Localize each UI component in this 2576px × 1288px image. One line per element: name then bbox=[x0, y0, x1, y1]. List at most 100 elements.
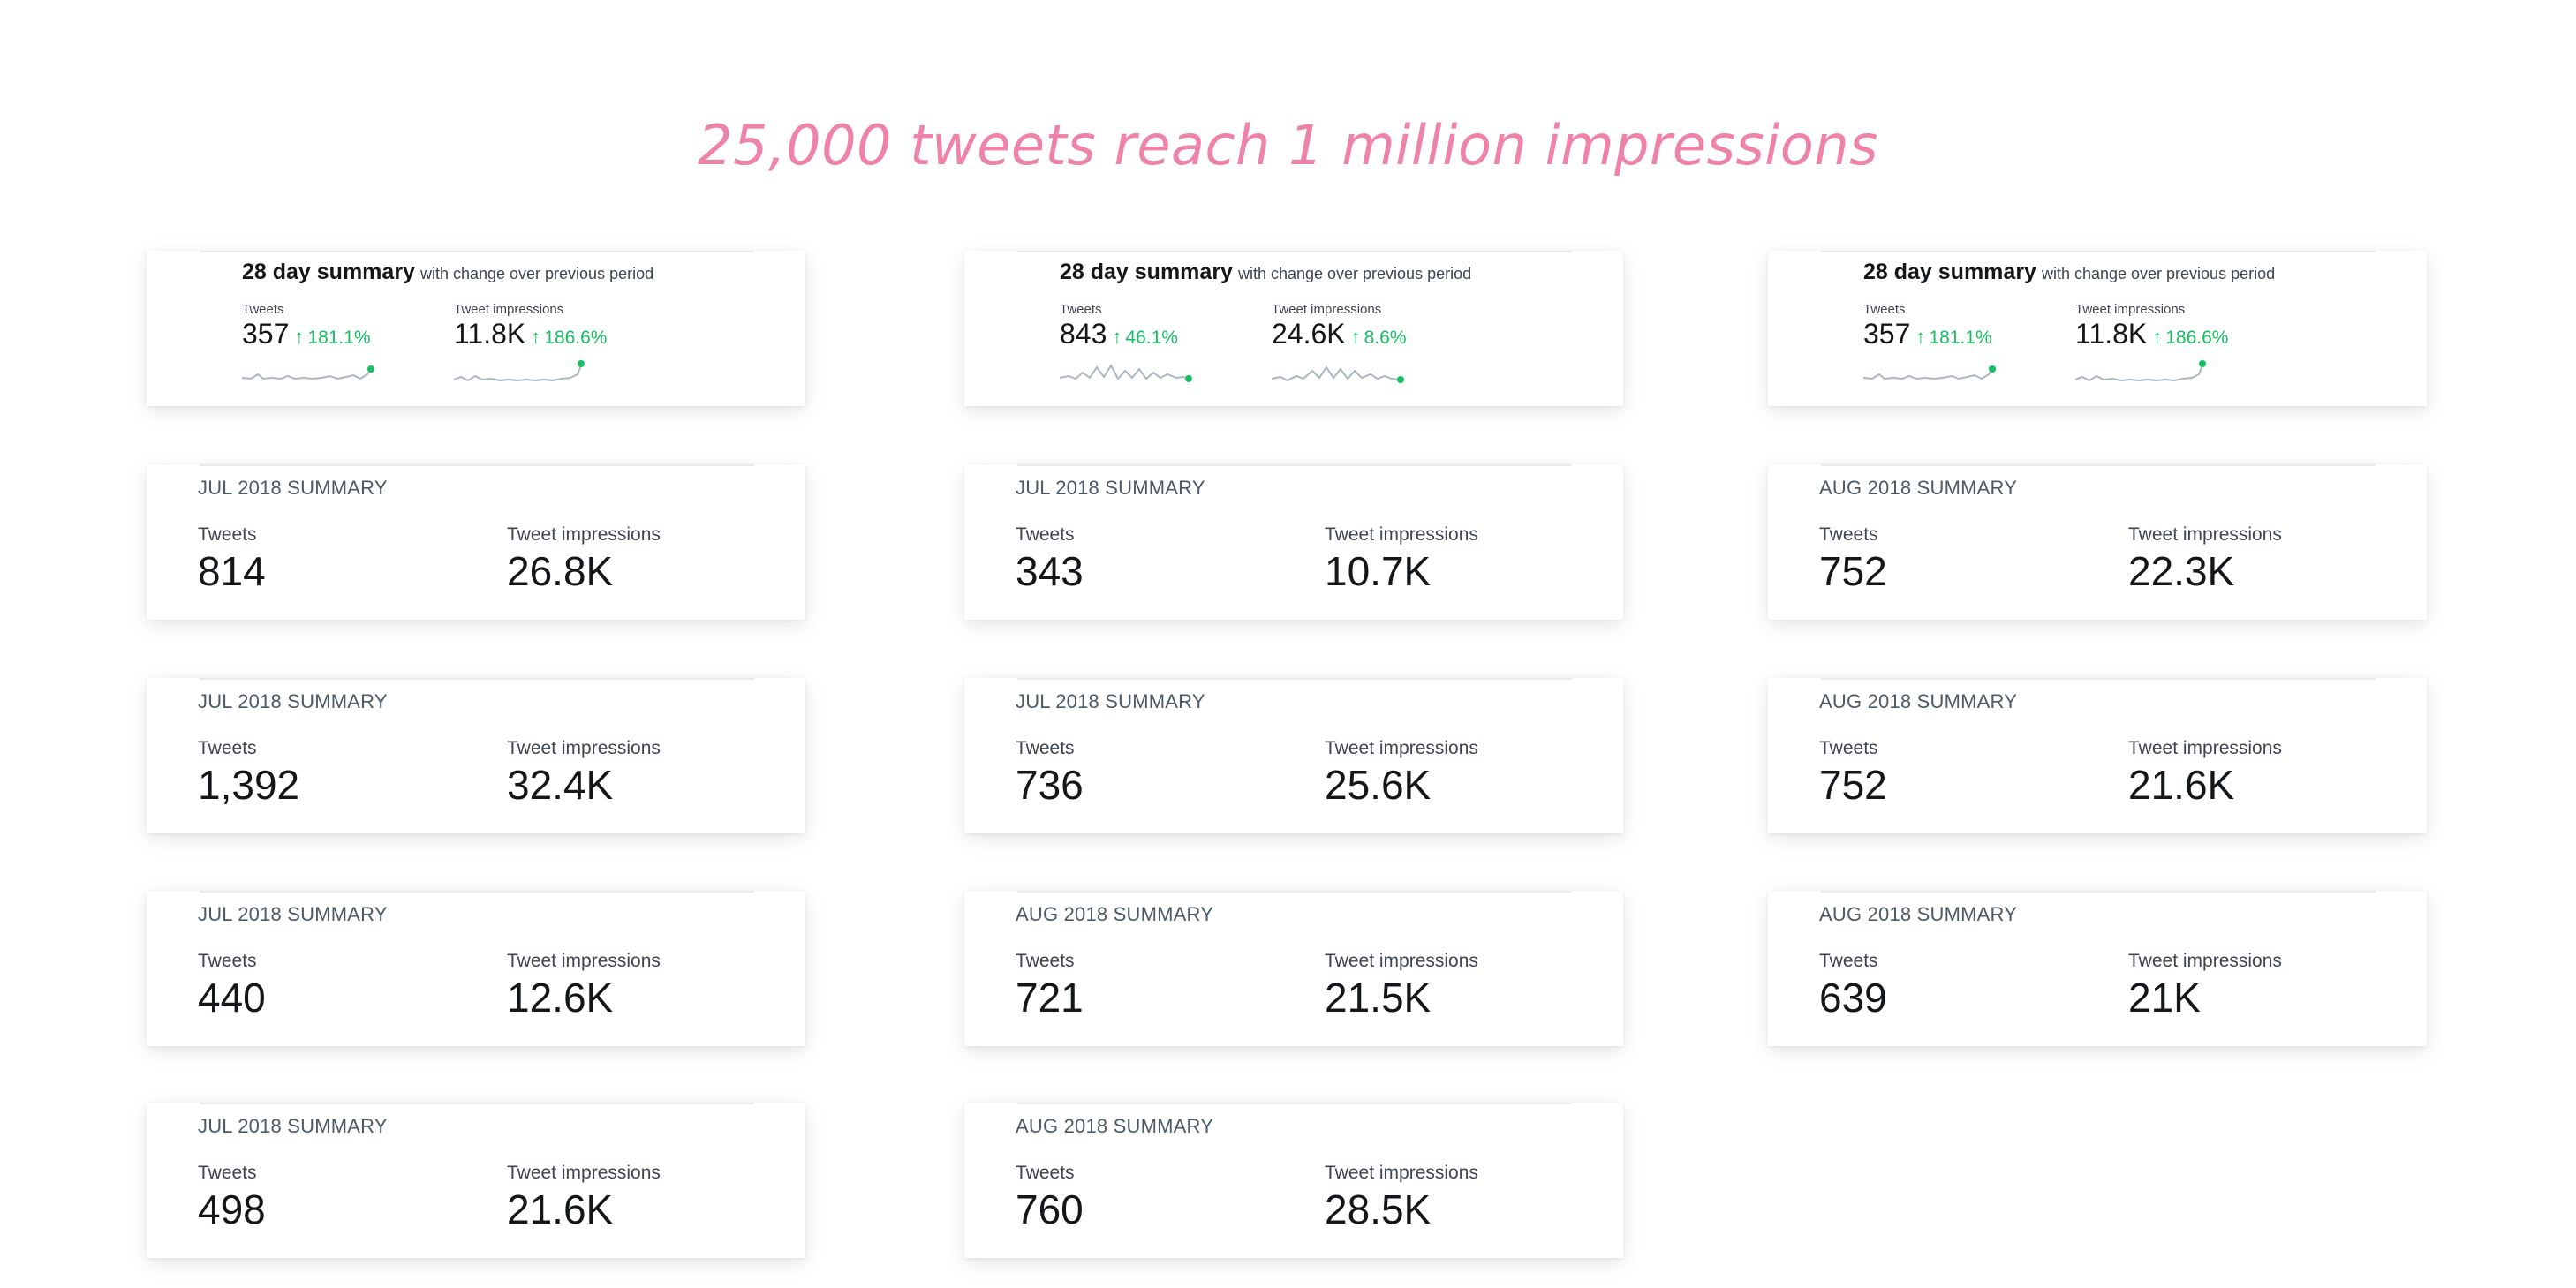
monthly-summary-card: JUL 2018 SUMMARY Tweets 1,392 Tweet impr… bbox=[147, 678, 805, 833]
impressions-value: 26.8K bbox=[507, 548, 614, 594]
arrow-up-icon: ↑ bbox=[531, 326, 541, 348]
impressions-change: 186.6% bbox=[544, 328, 608, 348]
arrow-up-icon: ↑ bbox=[1112, 326, 1122, 348]
tweets-change: 181.1% bbox=[307, 328, 371, 348]
summary-card-28day: 28 day summary with change over previous … bbox=[1768, 251, 2427, 406]
arrow-up-icon: ↑ bbox=[1350, 326, 1361, 348]
card-divider bbox=[1017, 891, 1572, 893]
card-divider bbox=[1017, 1103, 1572, 1104]
impressions-sparkline bbox=[2075, 360, 2206, 382]
monthly-summary-card: AUG 2018 SUMMARY Tweets 752 Tweet impres… bbox=[1768, 464, 2427, 620]
impressions-label: Tweet impressions bbox=[2128, 524, 2282, 545]
impressions-label: Tweet impressions bbox=[507, 1163, 661, 1183]
monthly-summary-card: JUL 2018 SUMMARY Tweets 736 Tweet impres… bbox=[964, 678, 1623, 833]
month-summary-title: AUG 2018 SUMMARY bbox=[1819, 903, 2018, 925]
month-summary-title: AUG 2018 SUMMARY bbox=[1016, 1115, 1214, 1137]
card-divider bbox=[200, 678, 754, 680]
impressions-value: 11.8K ↑ 186.6% bbox=[454, 318, 608, 350]
month-summary-title: JUL 2018 SUMMARY bbox=[198, 1115, 388, 1137]
impressions-value: 21.5K bbox=[1325, 975, 1432, 1021]
summary-subtitle: with change over previous period bbox=[419, 265, 654, 282]
tweets-value: 843 ↑ 46.1% bbox=[1060, 318, 1178, 350]
summary-title: 28 day summary with change over previous … bbox=[242, 260, 654, 284]
monthly-summary-card: JUL 2018 SUMMARY Tweets 814 Tweet impres… bbox=[147, 464, 805, 620]
card-divider bbox=[200, 464, 754, 466]
summary-card-28day: 28 day summary with change over previous … bbox=[964, 251, 1623, 406]
impressions-label: Tweet impressions bbox=[507, 951, 661, 971]
impressions-label: Tweet impressions bbox=[2128, 951, 2282, 971]
tweets-value: 1,392 bbox=[198, 762, 300, 808]
tweets-label: Tweets bbox=[198, 738, 257, 758]
impressions-value: 11.8K ↑ 186.6% bbox=[2075, 318, 2229, 350]
tweets-value: 357 ↑ 181.1% bbox=[242, 318, 371, 350]
card-divider bbox=[1017, 678, 1572, 680]
tweets-label: Tweets bbox=[1016, 951, 1075, 971]
month-summary-title: AUG 2018 SUMMARY bbox=[1819, 477, 2018, 499]
impressions-value: 21.6K bbox=[2128, 762, 2235, 808]
card-divider bbox=[200, 1103, 754, 1104]
month-summary-title: JUL 2018 SUMMARY bbox=[198, 903, 388, 925]
tweets-value: 752 bbox=[1819, 762, 1887, 808]
month-summary-title: AUG 2018 SUMMARY bbox=[1819, 690, 2018, 712]
impressions-label: Tweet impressions bbox=[1325, 1163, 1478, 1183]
monthly-summary-card: JUL 2018 SUMMARY Tweets 440 Tweet impres… bbox=[147, 891, 805, 1046]
tweets-label: Tweets bbox=[242, 302, 284, 317]
tweets-value: 639 bbox=[1819, 975, 1887, 1021]
card-divider bbox=[1821, 678, 2376, 680]
tweets-value: 498 bbox=[198, 1186, 266, 1232]
tweets-label: Tweets bbox=[1016, 1163, 1075, 1183]
impressions-label: Tweet impressions bbox=[507, 524, 661, 545]
monthly-summary-card: AUG 2018 SUMMARY Tweets 760 Tweet impres… bbox=[964, 1103, 1623, 1258]
tweets-label: Tweets bbox=[198, 524, 257, 545]
tweets-sparkline bbox=[1863, 365, 1996, 380]
impressions-value: 28.5K bbox=[1325, 1186, 1432, 1232]
summary-card-28day: 28 day summary with change over previous … bbox=[147, 251, 805, 406]
impressions-label: Tweet impressions bbox=[1325, 524, 1478, 545]
tweets-label: Tweets bbox=[1819, 738, 1878, 758]
tweets-change: 46.1% bbox=[1125, 328, 1178, 348]
summary-title: 28 day summary with change over previous … bbox=[1863, 260, 2276, 284]
tweets-sparkline bbox=[1060, 363, 1192, 382]
month-summary-title: JUL 2018 SUMMARY bbox=[1016, 690, 1205, 712]
impressions-label: Tweet impressions bbox=[1272, 302, 1382, 317]
monthly-summary-card: AUG 2018 SUMMARY Tweets 752 Tweet impres… bbox=[1768, 678, 2427, 833]
tweets-sparkline bbox=[242, 365, 374, 380]
tweets-value: 760 bbox=[1016, 1186, 1084, 1232]
summary-subtitle: with change over previous period bbox=[1237, 265, 1472, 282]
month-summary-title: JUL 2018 SUMMARY bbox=[1016, 477, 1205, 499]
tweets-label: Tweets bbox=[198, 1163, 257, 1183]
impressions-change: 8.6% bbox=[1364, 328, 1407, 348]
impressions-value: 21K bbox=[2128, 975, 2201, 1021]
arrow-up-icon: ↑ bbox=[2152, 326, 2163, 348]
tweets-label: Tweets bbox=[1863, 302, 1906, 317]
tweets-label: Tweets bbox=[1060, 302, 1102, 317]
impressions-value: 12.6K bbox=[507, 975, 614, 1021]
tweets-value: 814 bbox=[198, 548, 266, 594]
tweets-value: 721 bbox=[1016, 975, 1084, 1021]
impressions-value: 24.6K ↑ 8.6% bbox=[1272, 318, 1407, 350]
monthly-summary-card: AUG 2018 SUMMARY Tweets 639 Tweet impres… bbox=[1768, 891, 2427, 1046]
month-summary-title: JUL 2018 SUMMARY bbox=[198, 690, 388, 712]
tweets-label: Tweets bbox=[1819, 524, 1878, 545]
impressions-value: 32.4K bbox=[507, 762, 614, 808]
card-divider bbox=[1821, 464, 2376, 466]
impressions-label: Tweet impressions bbox=[2075, 302, 2186, 317]
summary-subtitle: with change over previous period bbox=[2041, 265, 2276, 282]
tweets-label: Tweets bbox=[1819, 951, 1878, 971]
tweets-value: 357 ↑ 181.1% bbox=[1863, 318, 1992, 350]
impressions-label: Tweet impressions bbox=[1325, 951, 1478, 971]
monthly-summary-card: AUG 2018 SUMMARY Tweets 721 Tweet impres… bbox=[964, 891, 1623, 1046]
page-headline: 25,000 tweets reach 1 million impression… bbox=[698, 113, 1878, 177]
impressions-value: 21.6K bbox=[507, 1186, 614, 1232]
impressions-label: Tweet impressions bbox=[454, 302, 564, 317]
card-divider bbox=[1821, 251, 2376, 252]
monthly-summary-card: JUL 2018 SUMMARY Tweets 343 Tweet impres… bbox=[964, 464, 1623, 620]
card-divider bbox=[200, 251, 754, 252]
impressions-value: 25.6K bbox=[1325, 762, 1432, 808]
tweets-value: 752 bbox=[1819, 548, 1887, 594]
impressions-sparkline bbox=[454, 360, 585, 382]
impressions-sparkline bbox=[1272, 365, 1404, 383]
impressions-label: Tweet impressions bbox=[1325, 738, 1478, 758]
month-summary-title: AUG 2018 SUMMARY bbox=[1016, 903, 1214, 925]
impressions-value: 22.3K bbox=[2128, 548, 2235, 594]
